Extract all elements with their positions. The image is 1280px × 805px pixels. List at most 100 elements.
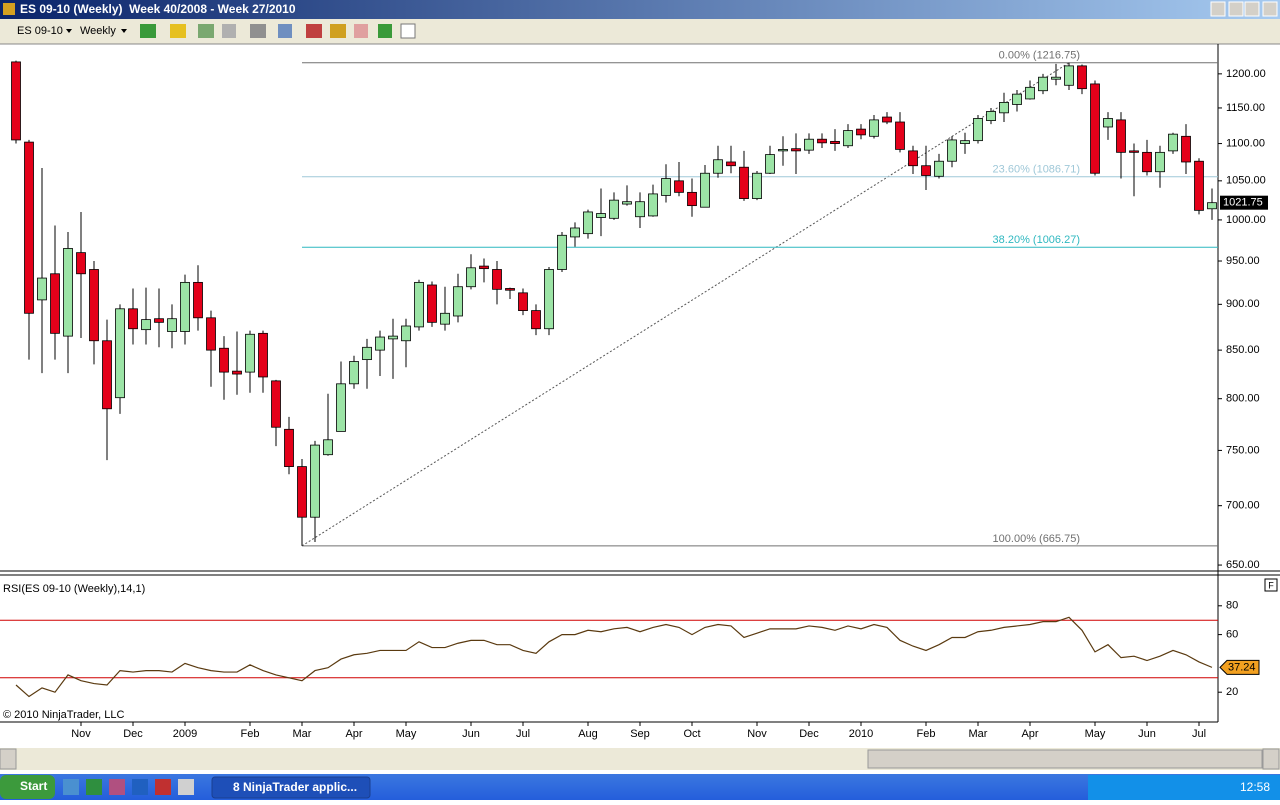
properties-icon[interactable]	[400, 23, 416, 39]
y-tick-label: 800.00	[1226, 393, 1260, 405]
quick-launch-icon[interactable]	[155, 779, 171, 795]
candle-body	[1168, 133, 1178, 152]
quick-launch-icon[interactable]	[86, 779, 102, 795]
close-button[interactable]	[1262, 1, 1278, 17]
y-tick-label: 1100.00	[1226, 137, 1265, 149]
candle-body	[960, 140, 970, 144]
candle-body	[180, 281, 190, 332]
candle-body	[622, 201, 632, 205]
candle-body	[50, 273, 60, 334]
rsi-title: RSI(ES 09-10 (Weekly),14,1)	[3, 583, 145, 595]
scroll-thumb[interactable]	[867, 749, 1263, 769]
task-label[interactable]: 8 NinjaTrader applic...	[233, 780, 357, 794]
candle-body	[1181, 135, 1191, 163]
panel-button-label[interactable]: F	[1268, 580, 1274, 590]
candle-body	[141, 319, 151, 331]
candle-body	[739, 166, 749, 199]
period-selector[interactable]: Weekly	[80, 25, 116, 37]
start-button[interactable]	[0, 775, 55, 799]
candle-body	[674, 180, 684, 193]
strategy-icon[interactable]	[222, 24, 236, 38]
start-label[interactable]: Start	[20, 779, 47, 793]
candle-body	[817, 138, 827, 144]
indicator-icon[interactable]	[198, 24, 214, 38]
order-icon[interactable]	[306, 24, 322, 38]
y-tick-label: 80	[1226, 600, 1238, 612]
candle-body	[375, 336, 385, 351]
candle-body	[128, 308, 138, 330]
template-icon[interactable]	[354, 24, 368, 38]
x-tick-label: Nov	[71, 728, 91, 740]
candle-body	[661, 178, 671, 196]
candle-body	[89, 269, 99, 342]
candle-body	[934, 160, 944, 177]
quick-launch-icon[interactable]	[132, 779, 148, 795]
toolbar-icons	[140, 23, 416, 39]
candle-body	[466, 267, 476, 288]
y-tick-label: 700.00	[1226, 500, 1260, 512]
candle-body	[765, 154, 775, 174]
window-title: ES 09-10 (Weekly) Week 40/2008 - Week 27…	[20, 2, 296, 16]
panel-button[interactable]	[1264, 578, 1278, 592]
candle-body	[947, 139, 957, 162]
instrument-selector[interactable]: ES 09-10	[17, 25, 63, 37]
candle-body	[323, 439, 333, 456]
x-tick-label: Mar	[293, 728, 312, 740]
candle-body	[401, 325, 411, 342]
candle-body	[648, 193, 658, 217]
candle-body	[1051, 76, 1061, 80]
candle-body	[791, 148, 801, 152]
candle-body	[453, 286, 463, 317]
scroll-left[interactable]	[0, 748, 17, 770]
x-tick-label: Aug	[578, 728, 598, 740]
quick-launch-icon[interactable]	[109, 779, 125, 795]
candle-body	[297, 466, 307, 518]
draw-icon[interactable]	[170, 24, 186, 38]
candle-body	[11, 61, 21, 141]
restore-button[interactable]	[1210, 1, 1226, 17]
candle-body	[908, 150, 918, 167]
candle-body	[1064, 65, 1074, 86]
dropdown-arrow	[121, 29, 127, 33]
minimize-button[interactable]	[1228, 1, 1244, 17]
fib-level-label: 0.00% (1216.75)	[999, 50, 1080, 62]
candle-body	[1207, 202, 1217, 210]
last-price-box	[1220, 195, 1268, 210]
candle-body	[232, 370, 242, 375]
y-tick-label: 950.00	[1226, 255, 1260, 267]
x-tick-label: Feb	[241, 728, 260, 740]
candle-body	[882, 116, 892, 123]
rsi-value-label: 37.24	[1228, 661, 1256, 673]
maximize-button[interactable]	[1244, 1, 1260, 17]
chart-trader-icon[interactable]	[330, 24, 346, 38]
quick-launch-icon[interactable]	[63, 779, 79, 795]
candle-body	[167, 318, 177, 332]
clock: 12:58	[1240, 780, 1270, 794]
candle-body	[531, 310, 541, 330]
bar-type-icon[interactable]	[140, 24, 156, 38]
fib-level-label: 23.60% (1086.71)	[993, 164, 1080, 176]
y-tick-label: 750.00	[1226, 444, 1260, 456]
candle-body	[388, 335, 398, 340]
candle-body	[687, 191, 697, 207]
title-bar	[0, 0, 1280, 19]
x-tick-label: Jun	[462, 728, 480, 740]
candle-body	[37, 277, 47, 301]
data-box-icon[interactable]	[378, 24, 392, 38]
task-button[interactable]	[211, 776, 371, 799]
x-tick-label: Oct	[683, 728, 700, 740]
y-tick-label: 20	[1226, 686, 1238, 698]
quick-launch-icon[interactable]	[178, 779, 194, 795]
x-tick-label: May	[396, 728, 417, 740]
y-tick-label: 1000.00	[1226, 214, 1266, 226]
zoom-icon[interactable]	[278, 24, 292, 38]
candle-body	[271, 380, 281, 428]
candle-body	[570, 227, 580, 238]
candle-body	[336, 383, 346, 432]
candle-body	[583, 211, 593, 235]
candle-body	[635, 201, 645, 218]
cursor-icon[interactable]	[250, 24, 266, 38]
candle-body	[778, 149, 788, 152]
y-tick-label: 60	[1226, 629, 1238, 641]
scroll-right[interactable]	[1262, 748, 1280, 770]
